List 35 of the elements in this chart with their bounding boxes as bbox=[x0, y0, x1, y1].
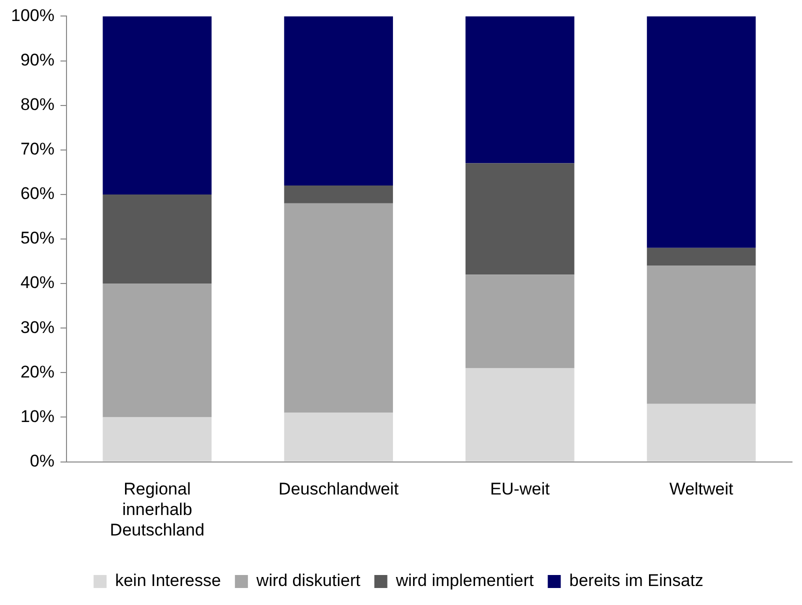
y-tick-label: 80% bbox=[20, 95, 54, 114]
legend-label: bereits im Einsatz bbox=[569, 571, 704, 590]
bar bbox=[466, 16, 574, 164]
bar bbox=[646, 248, 756, 266]
legend-label: wird diskutiert bbox=[255, 571, 361, 590]
bar bbox=[284, 412, 393, 462]
y-tick-label: 90% bbox=[20, 50, 54, 70]
bar bbox=[646, 404, 756, 462]
bar bbox=[466, 163, 574, 275]
y-tick-label: 100% bbox=[10, 6, 54, 25]
legend-label: kein Interesse bbox=[115, 571, 221, 590]
y-tick-label: 50% bbox=[20, 228, 54, 248]
bar bbox=[102, 194, 212, 284]
y-tick-label: 40% bbox=[20, 273, 54, 292]
y-tick-label: 10% bbox=[20, 406, 54, 426]
bar bbox=[646, 266, 756, 404]
bar bbox=[466, 368, 574, 462]
bar bbox=[284, 16, 393, 186]
y-tick-label: 30% bbox=[20, 318, 54, 337]
bar bbox=[284, 203, 393, 413]
x-tick-label: Regional innerhalb Deutschland bbox=[110, 480, 204, 540]
x-tick-label: EU-weit bbox=[490, 480, 550, 499]
bar bbox=[284, 186, 393, 204]
bar bbox=[102, 417, 212, 462]
bar bbox=[466, 274, 574, 368]
bar bbox=[102, 284, 212, 418]
y-tick-label: 0% bbox=[30, 451, 54, 470]
bar bbox=[102, 16, 212, 194]
bar bbox=[646, 16, 756, 248]
y-tick-label: 60% bbox=[20, 184, 54, 204]
y-tick-label: 20% bbox=[20, 362, 54, 382]
x-tick-label: Deuschlandweit bbox=[278, 480, 399, 499]
y-tick-label: 70% bbox=[20, 140, 54, 159]
legend-label: wird implementiert bbox=[394, 571, 534, 590]
x-tick-label: Weltweit bbox=[669, 480, 734, 499]
